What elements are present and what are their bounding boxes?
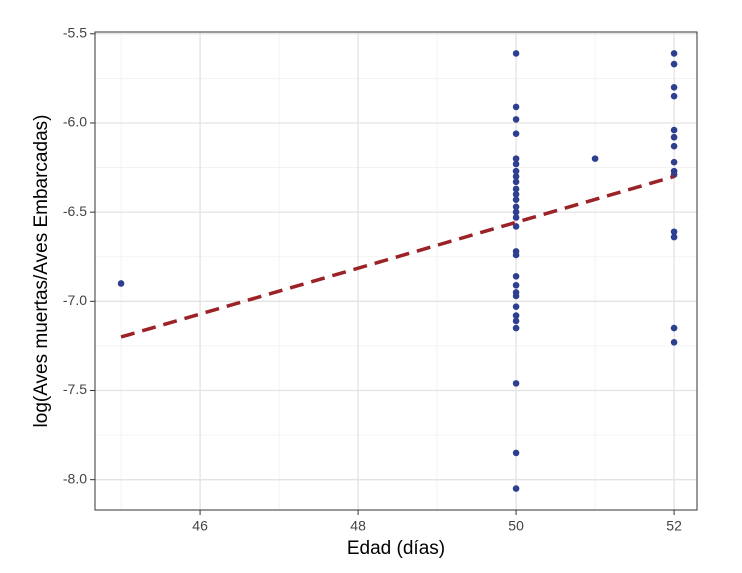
point	[512, 160, 520, 168]
point	[670, 339, 678, 346]
point	[670, 142, 678, 150]
point	[670, 83, 678, 91]
point	[591, 155, 599, 162]
point	[512, 191, 520, 198]
point	[512, 173, 520, 180]
point	[512, 50, 520, 57]
y-tick-label: -5.5	[63, 24, 87, 40]
point	[670, 228, 678, 236]
point	[512, 273, 520, 280]
point	[512, 155, 520, 162]
point	[512, 303, 520, 310]
point	[512, 214, 520, 221]
y-tick-label: -6.5	[63, 203, 87, 219]
point	[512, 103, 520, 111]
point	[117, 280, 125, 287]
point	[512, 130, 520, 137]
point	[670, 92, 678, 100]
trend-line	[120, 174, 675, 339]
plot-border	[94, 31, 698, 511]
point	[512, 449, 520, 457]
point	[512, 116, 520, 123]
x-tick-label: 50	[508, 518, 524, 534]
x-tick-label: 48	[350, 518, 366, 534]
point	[512, 223, 520, 230]
y-tick-label: -6.0	[63, 114, 87, 130]
point	[512, 178, 520, 186]
x-tick-label: 46	[192, 518, 208, 534]
x-tick-label: 52	[666, 518, 682, 534]
point	[512, 251, 520, 259]
x-axis-title: Edad (días)	[347, 538, 445, 559]
point	[670, 126, 678, 134]
point	[512, 380, 520, 387]
point	[670, 233, 678, 241]
point	[512, 324, 520, 332]
y-tick-label: -7.0	[63, 292, 87, 308]
y-axis-title: log(Aves muertas/Aves Embarcadas)	[31, 115, 52, 428]
y-tick-label: -8.0	[63, 470, 87, 486]
point	[512, 317, 520, 325]
point	[512, 485, 520, 492]
point	[512, 208, 520, 216]
point	[512, 312, 520, 319]
plot-background	[95, 32, 697, 510]
point	[670, 50, 678, 57]
point	[670, 60, 678, 68]
point	[670, 324, 678, 332]
point	[512, 185, 520, 193]
point	[670, 158, 678, 166]
y-tick-label: -7.5	[63, 381, 87, 397]
point	[512, 281, 520, 289]
point	[512, 292, 520, 300]
point	[512, 167, 520, 175]
point	[670, 133, 678, 141]
point	[512, 196, 520, 203]
point	[512, 203, 520, 211]
